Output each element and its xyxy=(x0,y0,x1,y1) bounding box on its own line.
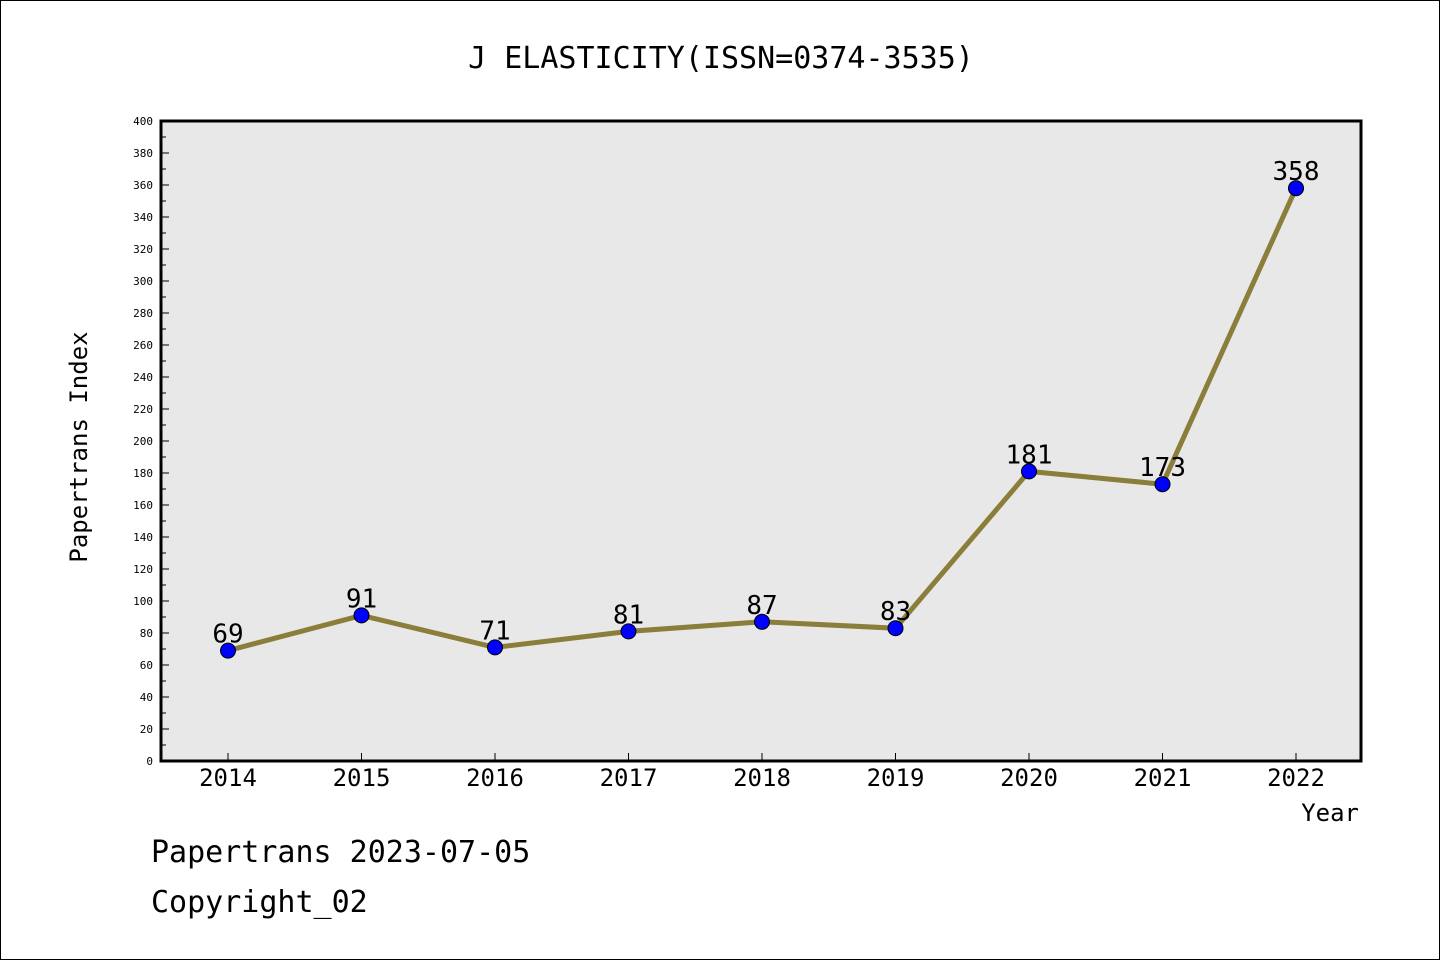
x-tick-label: 2020 xyxy=(1000,764,1058,792)
data-point xyxy=(220,642,236,659)
data-point xyxy=(353,607,370,624)
data-point xyxy=(1154,476,1171,493)
x-tick-label: 2022 xyxy=(1267,764,1325,792)
x-tick-label: 2017 xyxy=(600,764,658,792)
plot-area xyxy=(161,121,1361,761)
y-tick-label: 280 xyxy=(133,307,153,320)
y-tick-label: 360 xyxy=(133,179,153,192)
x-tick-label: 2015 xyxy=(333,764,391,792)
y-tick-label: 240 xyxy=(133,371,153,384)
y-tick-label: 120 xyxy=(133,563,153,576)
x-axis-label: Year xyxy=(1301,799,1359,827)
data-label: 71 xyxy=(479,616,510,646)
x-tick-label: 2021 xyxy=(1134,764,1192,792)
data-point xyxy=(620,623,637,640)
data-label: 358 xyxy=(1273,157,1320,187)
y-tick-label: 260 xyxy=(133,339,153,352)
y-tick-label: 340 xyxy=(133,211,153,224)
data-label: 91 xyxy=(346,584,377,614)
data-point xyxy=(754,613,770,630)
y-tick-label: 0 xyxy=(146,755,153,768)
data-label: 69 xyxy=(212,620,243,650)
y-tick-label: 180 xyxy=(133,467,153,480)
y-tick-label: 160 xyxy=(133,499,153,512)
y-axis-label: Papertrans Index xyxy=(65,331,93,562)
y-tick-label: 80 xyxy=(140,627,153,640)
data-markers xyxy=(220,180,1304,659)
y-tick-label: 60 xyxy=(140,659,153,672)
y-tick-label: 40 xyxy=(140,691,153,704)
y-tick-label: 300 xyxy=(133,275,153,288)
y-tick-label: 380 xyxy=(133,147,153,160)
y-tick-label: 400 xyxy=(133,115,153,128)
data-point xyxy=(1288,180,1304,197)
chart-title: J ELASTICITY(ISSN=0374-3535) xyxy=(468,41,974,76)
data-label: 87 xyxy=(746,591,777,621)
x-tick-label: 2014 xyxy=(199,764,257,792)
y-tick-label: 140 xyxy=(133,531,153,544)
y-tick-label: 220 xyxy=(133,403,153,416)
data-labels: 69 91 71 81 87 83 181 173 358 xyxy=(212,157,1319,649)
y-tick-label: 100 xyxy=(133,595,153,608)
plot-border xyxy=(159,119,1363,763)
data-point xyxy=(887,620,904,637)
data-label: 173 xyxy=(1139,453,1186,483)
x-axis: 2014 2015 2016 2017 2018 2019 2020 2021 2022 xyxy=(199,753,1325,792)
x-tick-label: 2019 xyxy=(867,764,925,792)
footer-copyright: Copyright_02 xyxy=(151,885,368,920)
data-label: 81 xyxy=(613,600,644,630)
x-tick-label: 2018 xyxy=(733,764,791,792)
y-tick-label: 320 xyxy=(133,243,153,256)
data-point xyxy=(487,639,503,656)
data-label: 181 xyxy=(1006,440,1053,470)
footer-date: Papertrans 2023-07-05 xyxy=(151,835,531,870)
y-tick-label: 20 xyxy=(140,723,153,736)
data-point xyxy=(1021,463,1037,480)
x-tick-label: 2016 xyxy=(466,764,524,792)
y-tick-label: 200 xyxy=(133,435,153,448)
data-label: 83 xyxy=(880,597,911,627)
